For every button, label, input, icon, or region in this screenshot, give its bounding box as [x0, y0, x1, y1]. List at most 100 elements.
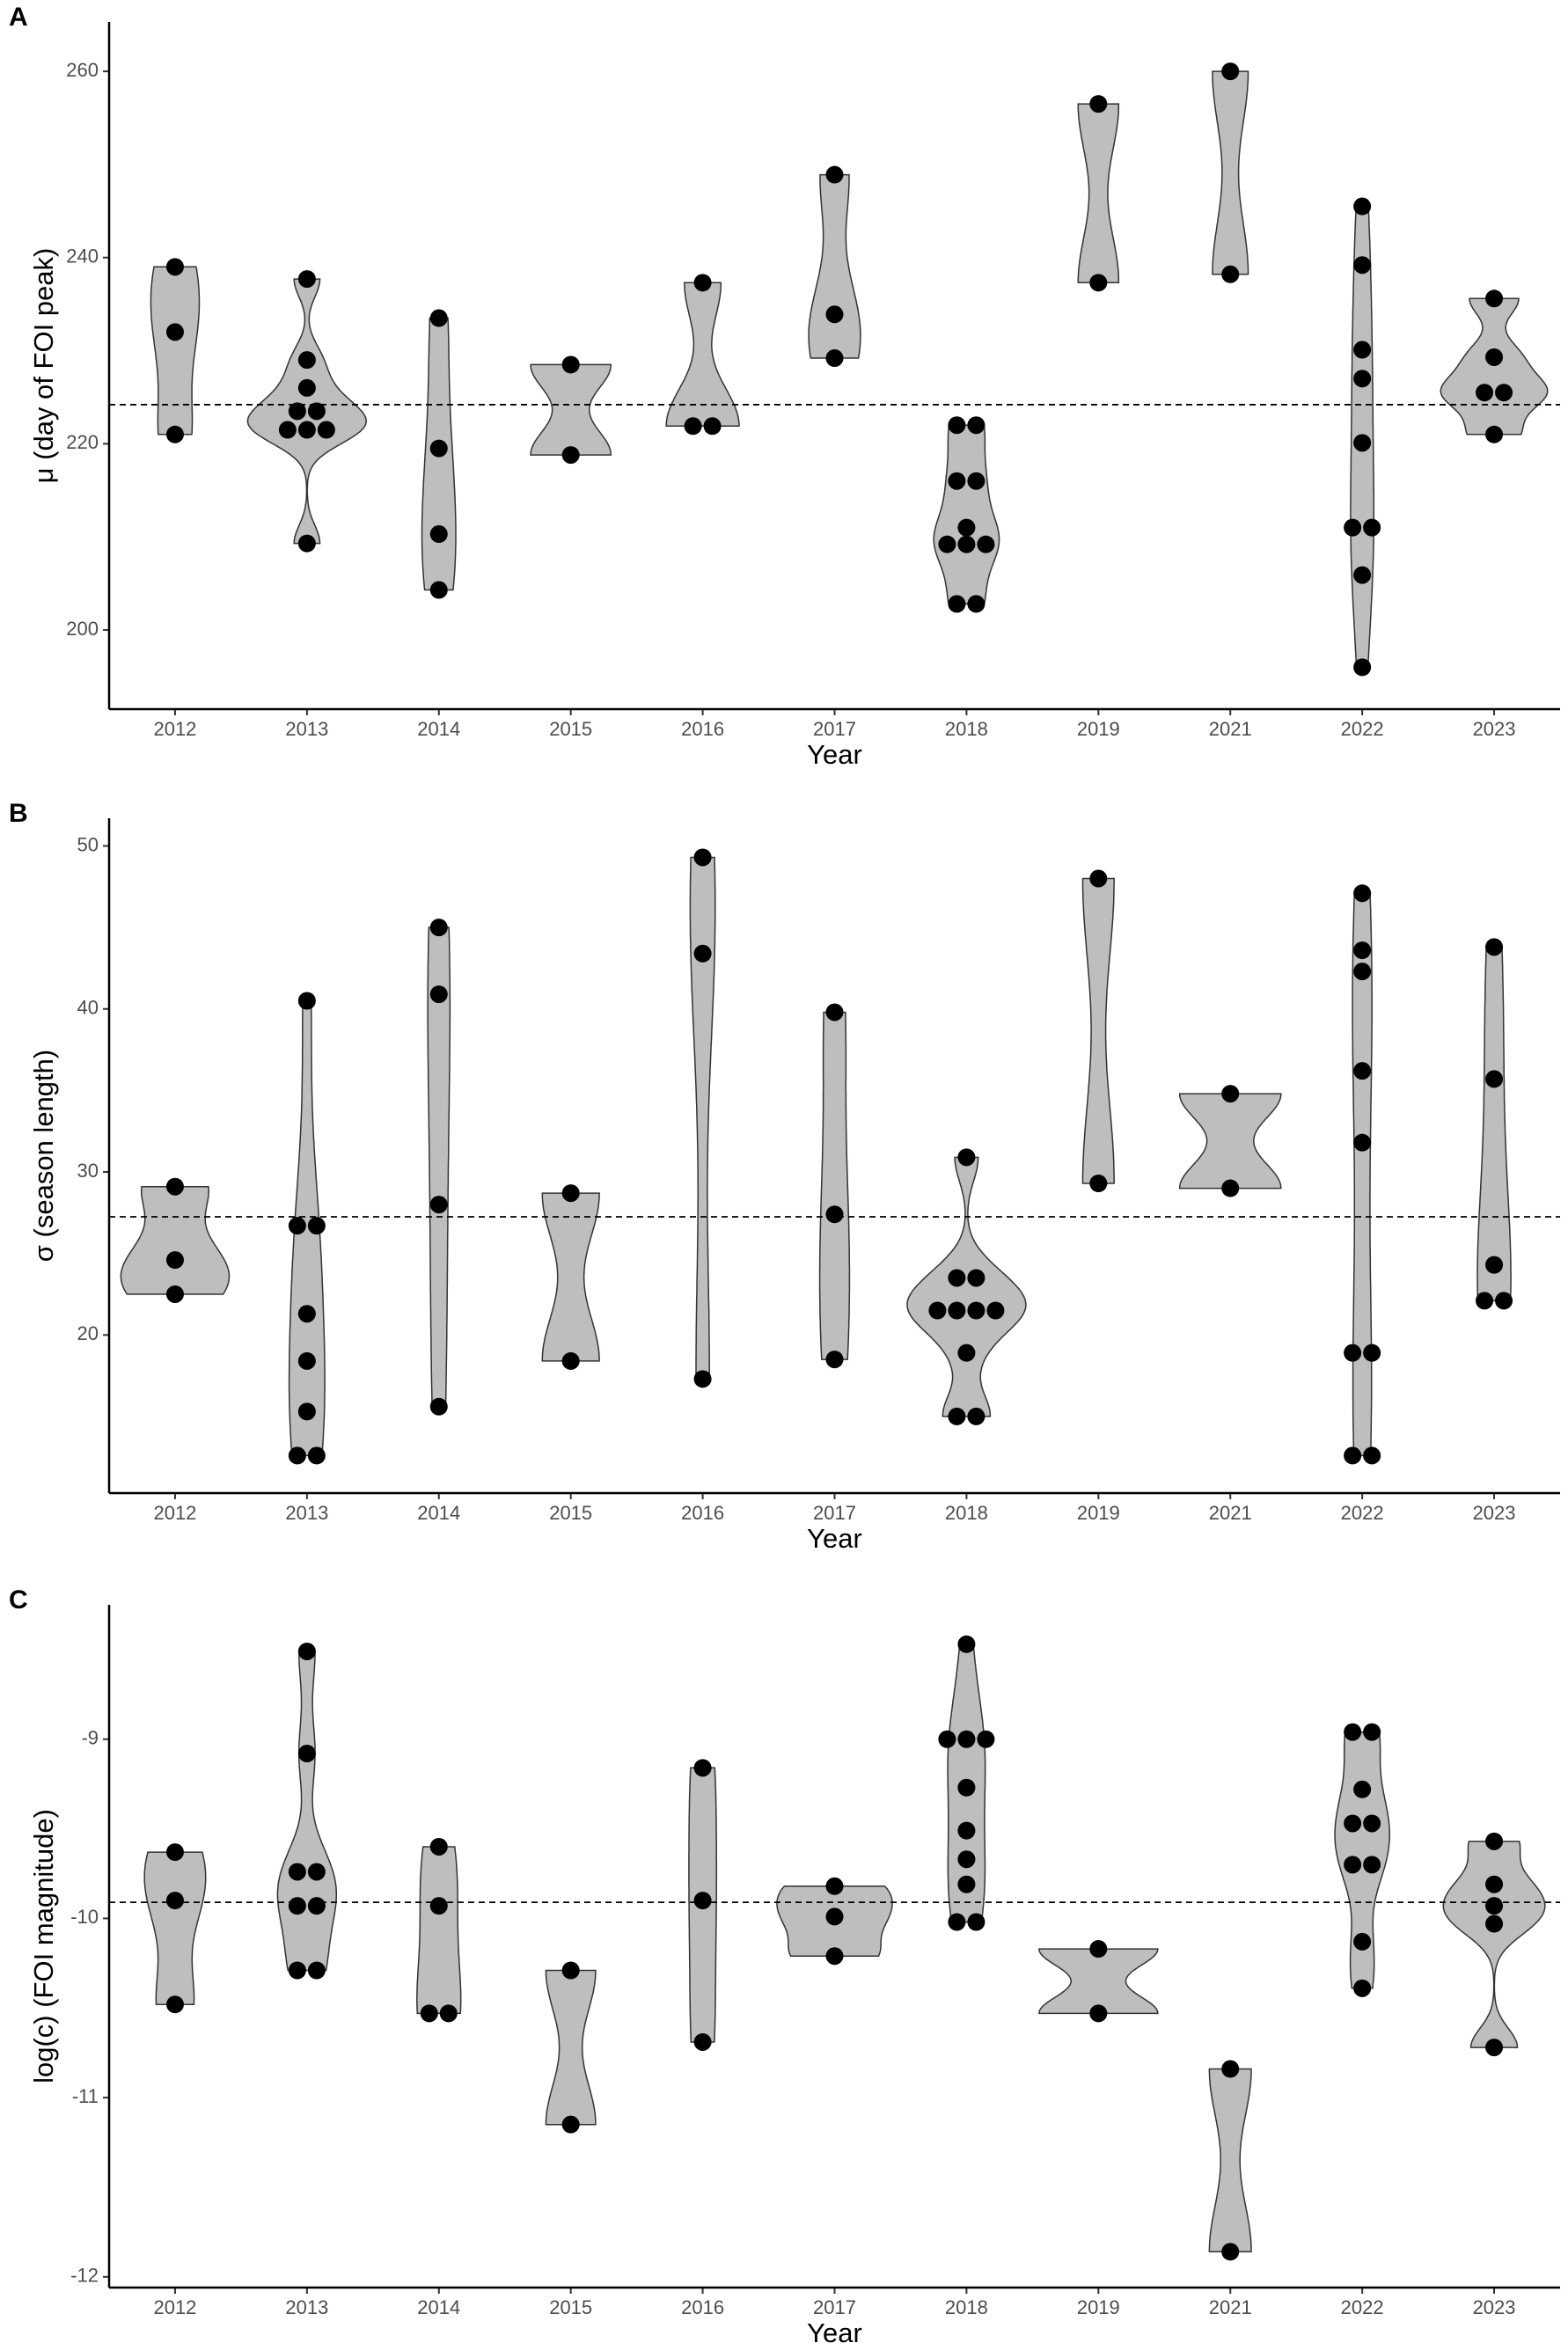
- x-tick-label: 2022: [1341, 2296, 1384, 2318]
- point: [957, 535, 976, 553]
- point: [825, 305, 844, 324]
- point: [825, 1205, 844, 1224]
- x-tick-label: 2012: [153, 718, 196, 740]
- point: [165, 323, 184, 341]
- point: [288, 1961, 306, 1980]
- point: [693, 848, 712, 867]
- point: [1363, 1344, 1381, 1362]
- point: [957, 1875, 976, 1893]
- panel-label: A: [9, 3, 28, 32]
- point: [693, 274, 712, 292]
- violin: [933, 424, 1000, 605]
- point: [297, 378, 316, 397]
- point: [1353, 566, 1372, 584]
- point: [1485, 2039, 1504, 2057]
- point: [1485, 348, 1504, 366]
- x-tick-label: 2015: [549, 718, 592, 740]
- point: [967, 472, 985, 490]
- point: [1221, 265, 1240, 283]
- point: [297, 351, 316, 370]
- violin: [1081, 877, 1115, 1184]
- point: [429, 525, 448, 544]
- point: [1353, 941, 1372, 960]
- point: [693, 1370, 712, 1388]
- point: [957, 518, 976, 537]
- point: [957, 1821, 976, 1840]
- point: [429, 1837, 448, 1856]
- point: [1485, 1897, 1504, 1915]
- point: [1353, 884, 1372, 903]
- point: [948, 1407, 966, 1425]
- violin: [120, 1185, 231, 1295]
- point: [307, 1863, 326, 1881]
- x-tick-label: 2019: [1077, 1502, 1120, 1524]
- point: [165, 1177, 184, 1196]
- point: [297, 421, 316, 439]
- point: [957, 1148, 976, 1167]
- point: [1485, 1832, 1504, 1850]
- point: [297, 1305, 316, 1323]
- x-tick-label: 2022: [1341, 718, 1384, 740]
- x-tick-label: 2018: [945, 2296, 988, 2318]
- point: [297, 1642, 316, 1660]
- x-tick-label: 2023: [1473, 1502, 1516, 1524]
- point: [967, 1301, 985, 1320]
- point: [1344, 1446, 1362, 1465]
- point: [297, 534, 316, 553]
- x-tick-label: 2018: [945, 1502, 988, 1524]
- point: [561, 355, 580, 374]
- point: [957, 1635, 976, 1653]
- x-axis-title: Year: [807, 2317, 862, 2343]
- violin: [150, 266, 201, 436]
- violin: [276, 1651, 338, 1972]
- violin: [1077, 103, 1120, 284]
- point: [1089, 274, 1108, 292]
- point: [307, 402, 326, 421]
- point: [307, 1446, 326, 1465]
- point: [1353, 340, 1372, 359]
- point: [1089, 1174, 1108, 1192]
- point: [1485, 289, 1504, 308]
- point: [165, 1843, 184, 1862]
- x-tick-label: 2015: [549, 2296, 592, 2318]
- y-tick-label: 220: [66, 431, 99, 453]
- point: [1353, 256, 1372, 275]
- violin: [541, 1192, 600, 1362]
- point: [957, 1850, 976, 1869]
- point: [1476, 384, 1494, 402]
- point: [693, 1759, 712, 1777]
- point: [825, 1907, 844, 1926]
- point: [1089, 95, 1108, 113]
- x-tick-label: 2013: [285, 718, 328, 740]
- point: [297, 270, 316, 289]
- point: [297, 992, 316, 1010]
- point: [1363, 1814, 1381, 1833]
- point: [1476, 1292, 1494, 1310]
- point: [1353, 1780, 1372, 1798]
- point: [1495, 1292, 1513, 1310]
- violin: [906, 1156, 1027, 1417]
- point: [429, 985, 448, 1004]
- y-axis-title: σ (season length): [28, 1050, 59, 1262]
- point: [1344, 1856, 1362, 1874]
- x-axis-title: Year: [807, 739, 862, 770]
- point: [288, 1897, 306, 1915]
- point: [948, 595, 966, 613]
- point: [1353, 434, 1372, 452]
- x-tick-label: 2016: [681, 2296, 724, 2318]
- x-tick-label: 2023: [1473, 718, 1516, 740]
- point: [1344, 1723, 1362, 1741]
- point: [928, 1301, 947, 1320]
- violin: [246, 278, 368, 545]
- point: [278, 421, 297, 439]
- point: [1353, 963, 1372, 981]
- point: [1221, 1085, 1240, 1103]
- point: [703, 417, 722, 436]
- point: [165, 1892, 184, 1910]
- y-tick-label: -11: [72, 2085, 99, 2107]
- point: [1221, 62, 1240, 81]
- point: [1353, 197, 1372, 216]
- point: [429, 919, 448, 937]
- point: [288, 402, 306, 421]
